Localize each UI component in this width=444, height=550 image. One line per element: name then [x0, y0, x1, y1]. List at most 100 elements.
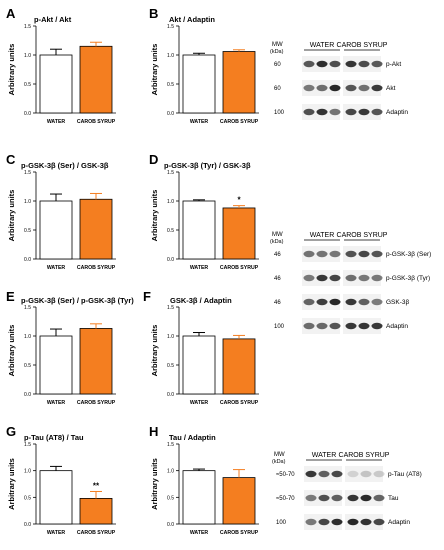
bar-carob-syrup [79, 498, 113, 525]
x-tick-label: CAROB SYRUP [77, 119, 116, 125]
y-tick-label: 1.5 [167, 305, 174, 311]
blot-band [358, 274, 370, 282]
blot-band [360, 470, 372, 478]
chart-h-svg: Arbitrary units 0.0 0.5 1.0 1.5 WATER CAROB SY… [150, 442, 259, 536]
blot-band [305, 494, 317, 502]
group-label-carob: CAROB SYRUP [337, 232, 388, 239]
blot-band [329, 60, 341, 68]
y-tick-label: 0.5 [24, 82, 31, 88]
y-tick-label: 0.0 [167, 522, 174, 528]
y-axis-label: Arbitrary units [7, 190, 16, 242]
panel-letter: G [6, 424, 17, 439]
blot-band [305, 518, 317, 526]
western-blot-1: MW (kDa) WATER CAROB SYRUP 60 p-Akt 60 Akt 100 Ad… [270, 38, 444, 134]
mw-value: 46 [274, 300, 281, 306]
blot-band [329, 108, 341, 116]
y-tick-label: 1.0 [24, 469, 31, 475]
blot-band [303, 298, 315, 306]
x-tick-label: WATER [190, 119, 209, 125]
y-tick-label: 1.5 [24, 442, 31, 448]
chart-panel-c: C p-GSK-3β (Ser) / GSK-3β Arbitrary unit… [0, 148, 128, 283]
x-tick-label: WATER [47, 119, 66, 125]
y-tick-label: 1.5 [167, 442, 174, 448]
chart-g-svg: Arbitrary units 0.0 0.5 1.0 1.5 WATER ** CAROB … [7, 442, 116, 536]
x-tick-label: CAROB SYRUP [220, 119, 259, 125]
mw-value: 60 [274, 86, 281, 92]
mw-value: 60 [274, 62, 281, 68]
blot-band [303, 108, 315, 116]
y-tick-label: 0.0 [24, 111, 31, 117]
bar-carob-syrup [222, 338, 256, 395]
bar-water [39, 470, 73, 525]
protein-label: GSK-3β [386, 299, 410, 306]
y-tick-label: 1.0 [24, 53, 31, 59]
x-tick-label: CAROB SYRUP [220, 265, 259, 271]
bar-water [39, 54, 73, 114]
panel-title: p-GSK-3β (Ser) / GSK-3β [21, 161, 109, 170]
blot-band [303, 84, 315, 92]
blot-band [360, 518, 372, 526]
blot-band [303, 274, 315, 282]
x-tick-label: WATER [47, 400, 66, 406]
x-tick-label: CAROB SYRUP [77, 400, 116, 406]
blot-band [371, 60, 383, 68]
blot-band [373, 470, 385, 478]
blot-band [318, 494, 330, 502]
blot-band [316, 108, 328, 116]
x-tick-label: CAROB SYRUP [220, 400, 259, 406]
group-label-water: WATER [310, 232, 335, 239]
x-tick-label: WATER [190, 400, 209, 406]
bar-water [182, 200, 216, 260]
blot-band [358, 322, 370, 330]
y-axis-label: Arbitrary units [150, 458, 159, 510]
y-tick-label: 0.5 [167, 82, 174, 88]
y-tick-label: 1.0 [167, 334, 174, 340]
x-tick-label: WATER [47, 265, 66, 271]
blot-1-svg: MW(kDa) WATER CAROB SYRUP 60 p-Akt 60 Akt 100 Ad… [270, 42, 408, 120]
panel-letter: B [149, 6, 159, 21]
panel-title: p-GSK-3β (Tyr) / GSK-3β [164, 161, 251, 170]
panel-title: Akt / Adaptin [169, 15, 215, 24]
mw-unit: (kDa) [272, 459, 286, 465]
chart-a-svg: Arbitrary units 0.0 0.5 1.0 1.5 WATER CAROB SY… [7, 24, 116, 125]
blot-band [358, 84, 370, 92]
protein-label: Akt [386, 85, 396, 92]
bar-carob-syrup [79, 45, 113, 114]
x-tick-label: WATER [190, 530, 209, 536]
blot-band [358, 108, 370, 116]
blot-band [360, 494, 372, 502]
mw-value: ≈50-70 [276, 472, 295, 478]
y-tick-label: 0.5 [167, 363, 174, 369]
x-tick-label: CAROB SYRUP [220, 530, 259, 536]
blot-band [303, 60, 315, 68]
protein-label: p-GSK-3β (Ser) [386, 251, 431, 258]
blot-band [316, 250, 328, 258]
panel-title: p-GSK-3β (Ser) / p-GSK-3β (Tyr) [21, 296, 134, 305]
chart-d-svg: Arbitrary units 0.0 0.5 1.0 1.5 WATER * CAROB S… [150, 170, 259, 271]
group-label-water: WATER [310, 42, 335, 49]
chart-panel-e: E p-GSK-3β (Ser) / p-GSK-3β (Tyr) Arbitr… [0, 283, 134, 418]
blot-band [347, 470, 359, 478]
bar-water [39, 335, 73, 395]
mw-value: 100 [274, 324, 285, 330]
chart-panel-b: B Akt / Adaptin Arbitrary units 0.0 0.5 1.0… [143, 2, 271, 137]
protein-label: Adaptin [386, 323, 408, 330]
panel-title: p-Tau (AT8) / Tau [24, 433, 84, 442]
y-tick-label: 1.0 [167, 199, 174, 205]
blot-band [331, 494, 343, 502]
blot-band [347, 494, 359, 502]
bar-water [39, 200, 73, 260]
blot-band [358, 250, 370, 258]
bar-carob-syrup [79, 328, 113, 395]
blot-band [371, 108, 383, 116]
mw-value: 100 [274, 110, 285, 116]
group-label-water: WATER [312, 452, 337, 459]
y-axis-label: Arbitrary units [7, 44, 16, 96]
y-tick-label: 0.5 [24, 495, 31, 501]
blot-band [371, 274, 383, 282]
panel-letter: H [149, 424, 159, 439]
chart-panel-d: D p-GSK-3β (Tyr) / GSK-3β Arbitrary unit… [143, 148, 271, 283]
blot-band [316, 274, 328, 282]
blot-band [371, 250, 383, 258]
significance-marker: * [237, 196, 241, 205]
